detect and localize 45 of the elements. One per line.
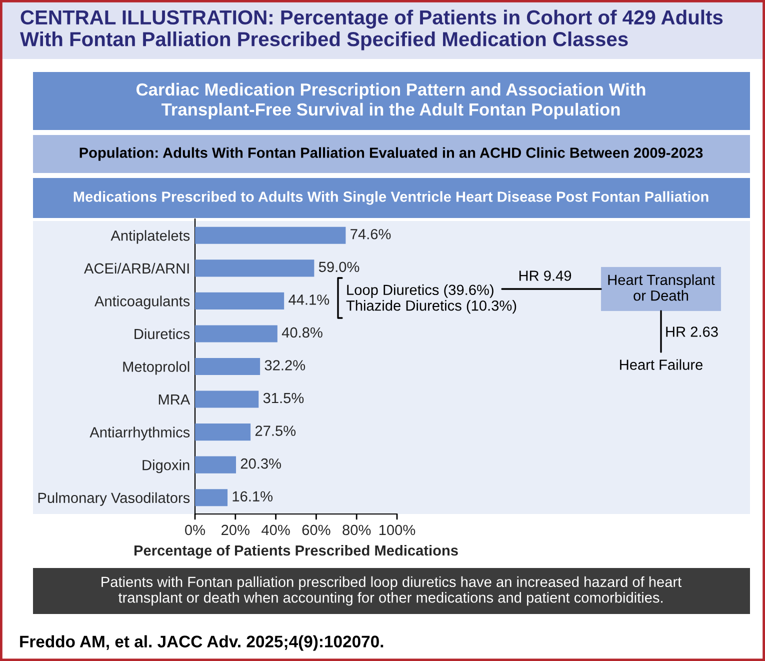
text: Freddo AM, et al. JACC Adv. 2025;4(9):102070. <box>20 635 384 651</box>
data-label: 20.3% <box>240 458 282 469</box>
bar <box>195 390 259 408</box>
bar <box>195 226 346 244</box>
y-tick-label: Antiarrhythmics <box>90 426 190 440</box>
chart-subtitle: Cardiac Medication Prescription Pattern and Association With Transplant-Free Survival in the Adult Fontan Population <box>136 82 646 120</box>
data-label: 27.5% <box>255 426 296 436</box>
data-label: 40.8% <box>282 327 322 338</box>
y-tick-label: Diuretics <box>134 328 190 340</box>
chart-title: CENTRAL ILLUSTRATION: Percentage of Patients in Cohort of 429 Adults With Fontan Palliation Prescribed Specified Medication Classes <box>20 10 723 50</box>
x-tick-label: 40% <box>262 524 290 536</box>
text: Heart Transplant or Death <box>608 274 715 301</box>
x-tick-label: 60% <box>302 524 330 536</box>
text: Population: Adults With Fontan Palliation Evaluated in an ACHD Clinic Between 2009-2023 <box>80 147 703 161</box>
y-tick-label: Antiplatelets <box>110 230 190 244</box>
bar <box>195 325 278 342</box>
y-tick-label: Anticoagulants <box>94 296 190 310</box>
data-label: 31.5% <box>263 392 304 404</box>
bar <box>195 358 260 376</box>
x-tick-label: 20% <box>222 524 250 536</box>
x-tick-label: 80% <box>342 524 371 536</box>
y-tick-label: Pulmonary Vasodilators <box>38 492 190 506</box>
bar <box>195 424 251 441</box>
bar <box>195 456 236 474</box>
text: Heart Failure <box>620 359 702 370</box>
data-label: 44.1% <box>288 294 330 305</box>
y-tick-label: Metoprolol <box>123 361 190 375</box>
text: HR 2.63 <box>666 326 718 337</box>
bar <box>195 292 284 310</box>
data-label: 32.2% <box>264 360 306 370</box>
text: Patients with Fontan palliation prescribed loop diuretics have an increased hazard of heart transplant or death when accounting for other medications and patient comorbidities. <box>102 576 682 606</box>
x-tick-label: 100% <box>379 524 416 536</box>
data-label: 16.1% <box>232 491 273 502</box>
annotation: Loop Diuretics (39.6%) Thiazide Diuretics (10.3%) <box>346 284 516 314</box>
text: HR 9.49 <box>519 270 572 281</box>
x-tick-label: 0% <box>185 524 206 536</box>
data-label: 59.0% <box>318 262 360 272</box>
x-axis-title: Percentage of Patients Prescribed Medications <box>134 544 458 559</box>
y-tick-label: MRA <box>158 394 190 405</box>
data-label: 74.6% <box>350 228 391 240</box>
bar <box>195 260 314 277</box>
y-tick-label: ACEi/ARB/ARNI <box>84 262 189 274</box>
text: Medications Prescribed to Adults With Single Ventricle Heart Disease Post Fontan Palliation <box>74 191 708 205</box>
y-tick-label: Digoxin <box>142 460 190 474</box>
bar <box>195 489 228 506</box>
